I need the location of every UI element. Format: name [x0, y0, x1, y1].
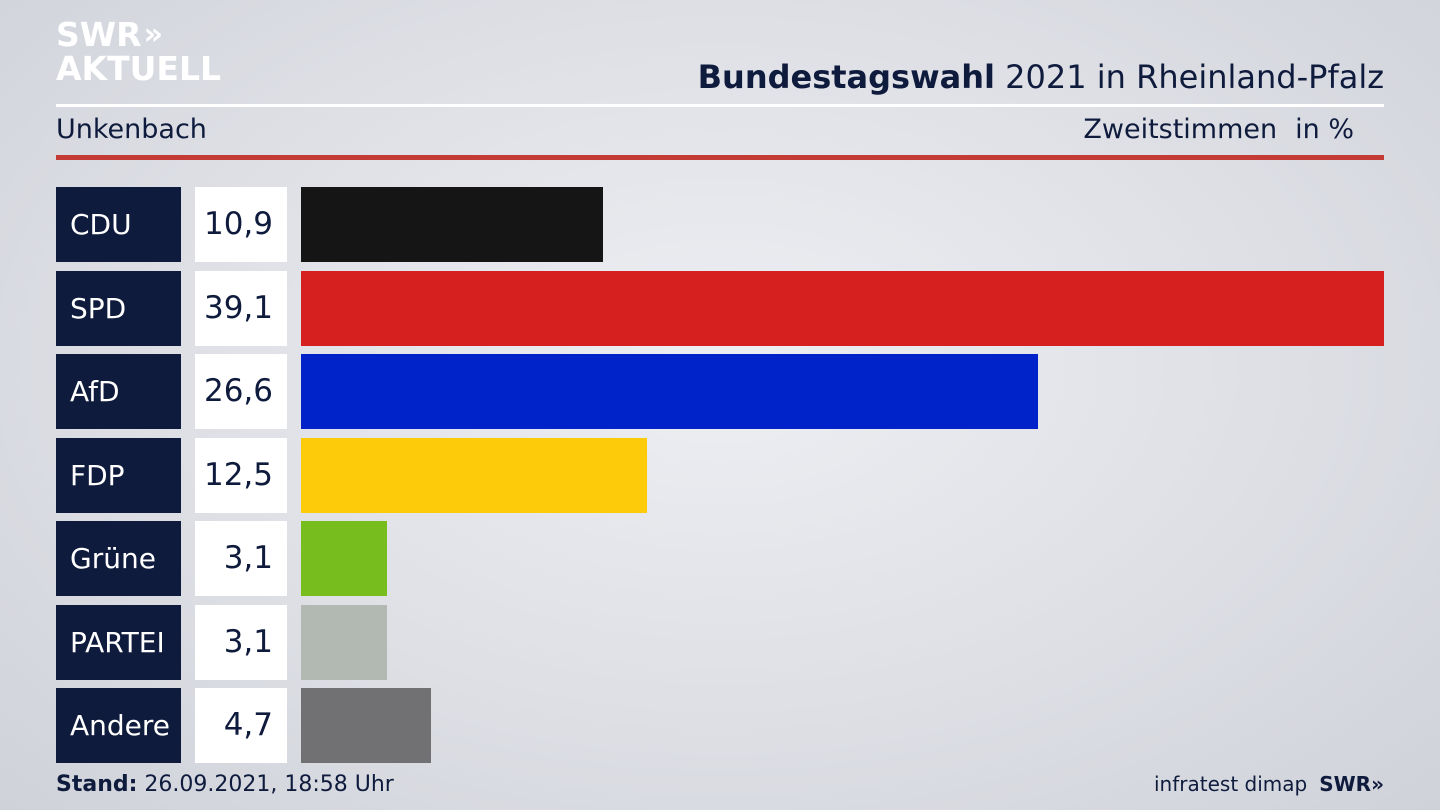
logo-line2: AKTUELL: [56, 49, 222, 88]
measure-label: Zweitstimmen in %: [1083, 114, 1354, 145]
bar: [301, 437, 648, 513]
bar-row: Andere 4,7: [56, 688, 1384, 763]
accent-divider: [56, 155, 1384, 160]
party-label: SPD: [56, 270, 181, 346]
value-label: 3,1: [195, 604, 287, 680]
title-bold: Bundestagswahl: [697, 58, 995, 96]
party-label: FDP: [56, 437, 181, 513]
page-title: Bundestagswahl 2021 in Rheinland-Pfalz: [698, 58, 1384, 96]
value-label: 26,6: [195, 354, 287, 429]
measure-name: Zweitstimmen: [1083, 114, 1278, 145]
bar: [301, 187, 603, 262]
value-label: 4,7: [195, 688, 287, 763]
location-label: Unkenbach: [56, 114, 207, 145]
value-label: 39,1: [195, 270, 287, 346]
bar-row: PARTEI 3,1: [56, 604, 1384, 680]
bar-row: CDU 10,9: [56, 187, 1384, 262]
source-credit: infratest dimap SWR»: [1154, 772, 1384, 796]
bar-row: SPD 39,1: [56, 270, 1384, 346]
timestamp: Stand: 26.09.2021, 18:58 Uhr: [56, 772, 394, 797]
bar-row: AfD 26,6: [56, 354, 1384, 429]
value-label: 10,9: [195, 187, 287, 262]
bar-chart: CDU 10,9 SPD 39,1 AfD 26,6 FDP 12,5 Grüne 3,1 PART…: [56, 187, 1384, 763]
stand-label: Stand:: [56, 772, 138, 797]
bar-row: Grüne 3,1: [56, 521, 1384, 596]
stand-value: 26.09.2021, 18:58 Uhr: [137, 772, 394, 797]
measure-unit: in %: [1295, 114, 1354, 145]
source-label: infratest dimap: [1154, 772, 1308, 796]
header-divider: [56, 104, 1384, 107]
title-rest: 2021 in Rheinland-Pfalz: [995, 58, 1384, 96]
swr-aktuell-logo: SWR» AKTUELL: [56, 18, 221, 86]
party-label: PARTEI: [56, 604, 181, 680]
bar: [301, 354, 1038, 429]
bar-row: FDP 12,5: [56, 437, 1384, 513]
logo-arrows-icon: »: [143, 17, 164, 52]
value-label: 12,5: [195, 437, 287, 513]
bar: [301, 604, 387, 680]
party-label: CDU: [56, 187, 181, 262]
bar: [301, 270, 1384, 346]
bar: [301, 521, 387, 596]
value-label: 3,1: [195, 521, 287, 596]
bar: [301, 688, 432, 763]
swr-brand-icon: SWR»: [1319, 772, 1384, 796]
party-label: Andere: [56, 688, 181, 763]
party-label: AfD: [56, 354, 181, 429]
logo-line1: SWR: [56, 15, 142, 54]
party-label: Grüne: [56, 521, 181, 596]
